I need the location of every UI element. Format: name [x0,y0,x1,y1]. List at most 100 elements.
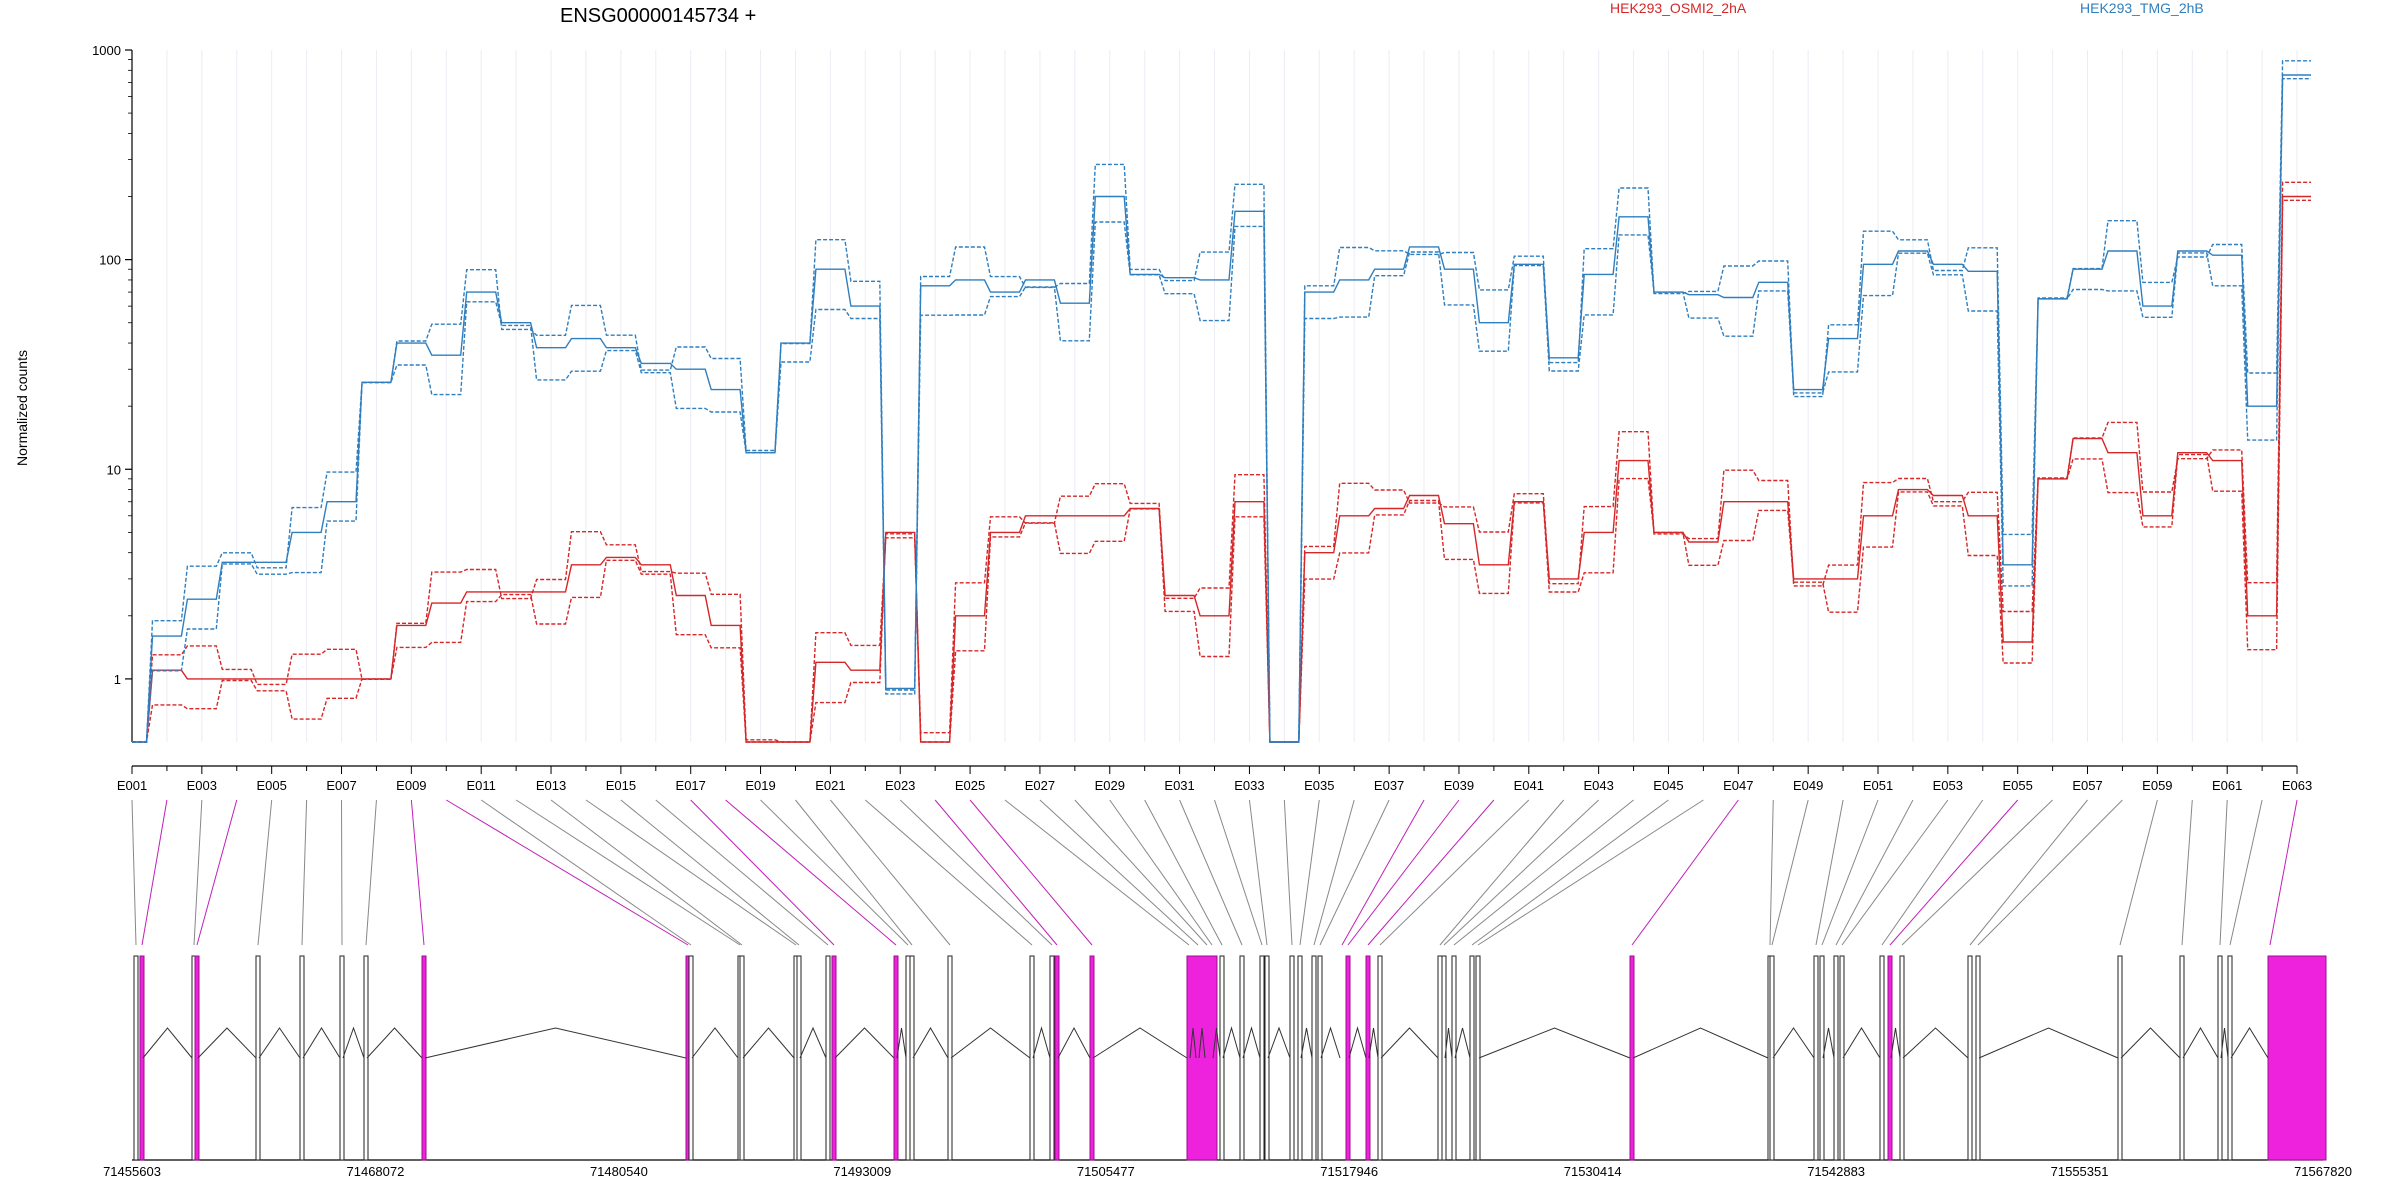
exon-connector [934,799,1058,946]
exon-tick-label: E013 [536,778,566,793]
tmg-replicate-line [132,78,2311,743]
intron-line [1444,1027,1453,1059]
exon-tick-label: E037 [1374,778,1404,793]
intron-line [950,1027,1031,1059]
exon-block [688,955,694,1161]
exon-block [1469,955,1475,1161]
exon-connector [1453,799,1634,946]
exon-block [739,955,745,1161]
exon-block-highlighted [2267,955,2327,1161]
exon-connector [301,799,308,946]
gene-model [132,955,2327,1161]
genomic-tick-label: 71542883 [1807,1164,1865,1179]
exon-connector [1341,799,1425,946]
exon-connector [655,799,829,946]
exon-tick-label: E035 [1304,778,1334,793]
intron-line [1320,1026,1341,1059]
exon-connector [2269,799,2298,946]
exon-block [1317,955,1323,1161]
exon-block [1839,955,1845,1161]
exon-connector [515,799,741,946]
exon-block-highlighted [1186,955,1218,1161]
exon-block [905,955,911,1161]
intron-line [896,1027,907,1059]
intron-line [834,1027,895,1059]
exon-block [1967,955,1973,1161]
genomic-axis: 71455603 71468072 71480540 71493009 71505477… [103,1164,2352,1179]
intron-line [1380,1027,1439,1059]
intron-line [1267,1026,1291,1059]
exon-connector [141,799,168,946]
exon-block [1819,955,1825,1161]
intron-line [142,1027,193,1059]
exon-tick-label: E047 [1723,778,1753,793]
osmi2-replicate-line [132,181,2311,743]
intron-line [1189,1027,1197,1059]
genomic-tick-label: 71493009 [833,1164,891,1179]
genomic-tick-label: 71567820 [2294,1164,2352,1179]
exon-block [1879,955,1885,1161]
y-tick-label: 10 [107,462,121,477]
exon-block-highlighted [194,955,200,1161]
exon-connector [193,799,203,946]
exon-tick-label: E059 [2142,778,2172,793]
exon-connector [1379,799,1530,946]
intron-line [1057,1026,1091,1059]
exon-tick-label: E033 [1234,778,1264,793]
exon-connector [1179,799,1243,946]
exon-connector [620,799,800,946]
exon-connector [1313,799,1355,946]
exon-tick-label: E011 [466,778,495,793]
exon-tick-label: E003 [187,778,217,793]
exon-tick-label: E027 [1025,778,1055,793]
genomic-tick-label: 71480540 [590,1164,648,1179]
exon-connector [410,799,425,946]
exon-tick-label: E021 [815,778,845,793]
exon-connector [2181,799,2193,946]
intron-line [2230,1027,2269,1059]
intron-line [424,1027,687,1059]
intron-line [1032,1026,1051,1059]
y-tick-label: 1000 [92,43,121,58]
exon-block [1297,955,1303,1161]
exon-tick-label: E051 [1863,778,1893,793]
exon-tick-label: E053 [1933,778,1963,793]
y-axis-label: Normalized counts [14,350,30,466]
exon-connector [1769,799,1774,946]
intron-line [1348,1026,1367,1059]
exon-connector [1299,799,1320,946]
intron-line [1902,1027,1969,1059]
chart-title: ENSG00000145734 + [560,5,756,27]
tmg-replicate-line [132,74,2311,743]
intron-line [1368,1027,1379,1059]
intron-line [1222,1026,1241,1059]
intron-line [197,1027,257,1059]
exon-tick-label: E043 [1583,778,1613,793]
intron-line [1772,1027,1815,1059]
exon-connector [1969,799,2088,946]
genomic-tick-label: 71455603 [103,1164,161,1179]
exon-connector [1248,799,1268,946]
exon-block-highlighted [139,955,145,1161]
exon-tick-label: E007 [326,778,356,793]
exon-tick-label: E001 [117,778,147,793]
exon-connector [1901,799,2053,946]
exon-block [796,955,802,1161]
intron-line [2120,1027,2181,1059]
intron-line [691,1027,739,1059]
genomic-tick-label: 71517946 [1320,1164,1378,1179]
exon-tick-label: E015 [606,778,636,793]
intron-line [1454,1027,1471,1059]
intron-line [1822,1027,1835,1059]
intron-line [1632,1027,1769,1059]
exon-block [1769,955,1775,1161]
exon-connector [1039,799,1199,946]
tmg-replicate-line [132,60,2311,743]
exon-connector [1477,799,1704,946]
intron-line [2220,1027,2229,1059]
intron-line [302,1027,341,1059]
intron-line [1842,1027,1881,1059]
series-lines [132,60,2311,743]
exon-tick-label: E039 [1444,778,1474,793]
exon-connector [1471,799,1669,946]
